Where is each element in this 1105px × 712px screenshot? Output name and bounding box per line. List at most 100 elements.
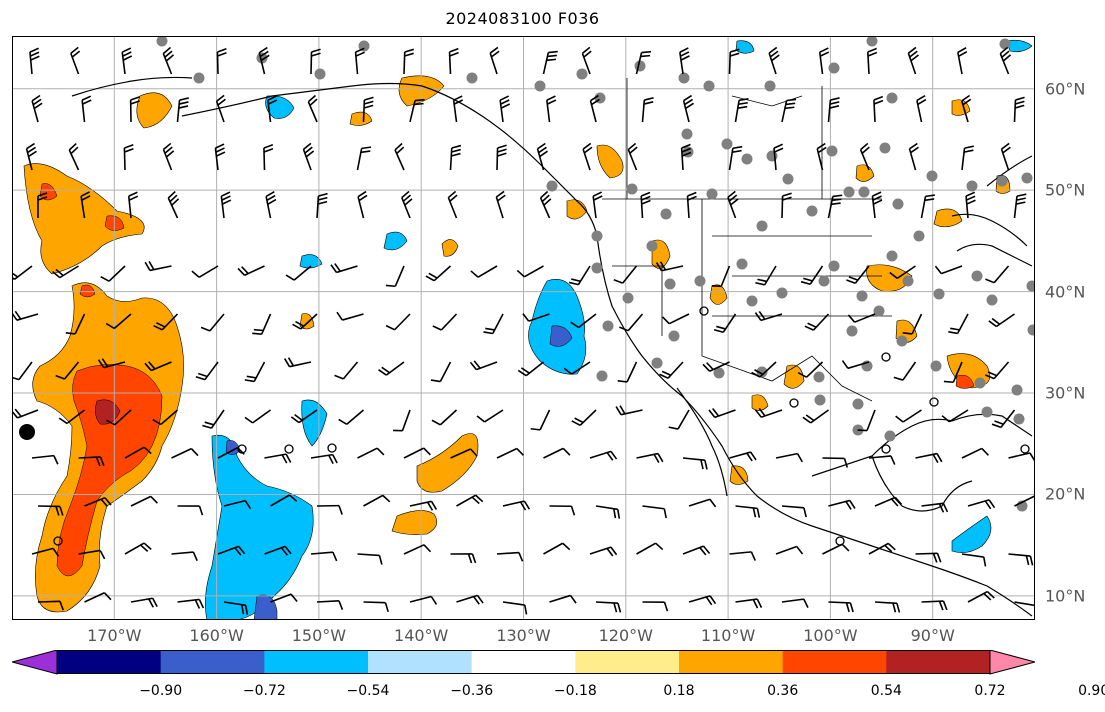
wind-barb [781,598,809,608]
station-dot [782,173,794,185]
wind-barb [915,552,942,563]
wind-barb [522,313,550,322]
wind-barb [659,361,684,379]
wind-barb [100,265,126,282]
wind-barb [495,190,506,219]
wind-barbs [12,46,1035,615]
wind-barb [802,409,829,424]
station-dot [843,186,855,198]
wind-barb [270,593,298,603]
wind-barb [330,263,358,274]
colorbar-tick-label: 0.36 [767,683,799,699]
station-dot [314,68,326,80]
wind-barb [867,47,878,75]
wind-barb [65,313,86,335]
colorbar-bin [782,650,887,674]
wind-barb [920,194,935,219]
station-dot [703,80,715,92]
station-dots [156,36,1035,512]
wind-barb [385,265,405,288]
station-dot [1011,384,1023,396]
colorbar-extend-high [989,650,1035,675]
wind-barb [357,553,383,565]
wind-barb [338,409,365,425]
coastlines [71,76,1033,617]
wind-barb [874,601,901,613]
wind-barb [37,600,65,611]
wind-barb [357,447,385,459]
wind-barb [943,361,963,384]
wind-barb [889,265,916,279]
wind-barb [662,313,690,325]
large-station-dot [19,424,35,440]
wind-barb [144,361,172,372]
wind-barb [177,598,205,609]
station-dot [886,250,898,262]
wind-barb [216,48,227,75]
wind-barb [130,597,158,608]
colorbar-bin [886,650,991,674]
wind-barb [688,595,717,606]
wind-barb [252,313,272,335]
wind-barb [582,142,593,171]
station-dot [846,325,858,337]
wind-barb [456,594,484,605]
station-dot [193,72,205,84]
wind-barb [846,265,870,285]
wind-barb [124,542,152,555]
wind-barb [613,265,638,284]
wind-barb [378,361,405,376]
wind-barb [162,46,175,75]
wind-barb [37,505,64,516]
wind-barb [755,265,777,286]
station-dot [996,175,1008,187]
station-dot [681,128,693,140]
wind-barb [682,457,708,470]
wind-barb [152,409,179,426]
wind-barb [589,546,618,557]
wind-barb [754,407,783,418]
longitude-label: 100°W [803,626,858,645]
station-dot [981,406,993,418]
wind-barb [828,601,854,613]
wind-barb [797,361,824,378]
longitude-label: 110°W [700,626,756,645]
station-dot [596,370,608,382]
wind-barb [456,494,484,507]
wind-barb [394,142,405,171]
station-dot [1013,413,1025,425]
station-dot [534,80,546,92]
wind-barb [292,313,318,330]
wind-barb [470,265,498,278]
wind-barb [244,361,266,383]
colorbar-tick-label: 0.72 [974,683,1006,699]
wind-barb [357,190,368,219]
wind-barb [310,453,338,465]
wind-barb [448,47,459,75]
wind-barb [871,191,883,219]
wind-barb [781,192,792,219]
wind-barb [176,97,189,123]
station-dot [622,292,634,304]
wind-barb [822,457,849,468]
station-dot [746,295,758,307]
wind-barb [489,46,500,75]
wind-barb [536,142,548,171]
station-dot [856,290,868,302]
station-dot [668,330,680,342]
wind-barb [129,96,140,123]
station-dot [966,180,978,192]
wind-barb [539,190,552,219]
wind-barb [589,450,618,461]
wind-barb [310,551,338,562]
wind-barb [97,358,126,369]
station-dot [896,335,908,347]
wind-barb [283,357,312,368]
station-dot [756,220,768,232]
wind-barb [516,265,544,278]
station-dot [930,360,942,372]
wind-barb [290,409,318,424]
wind-barb [688,498,717,508]
latitude-label: 30°N [1045,383,1086,403]
wind-barb [595,505,621,519]
